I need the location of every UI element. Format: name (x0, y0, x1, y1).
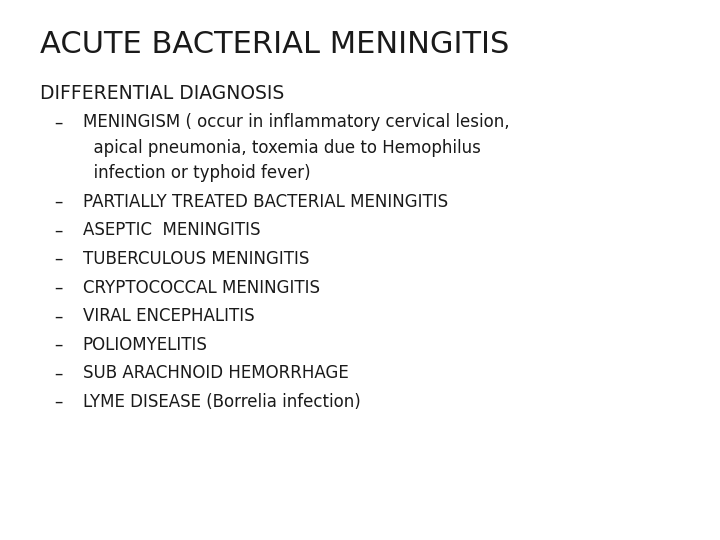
Text: CRYPTOCOCCAL MENINGITIS: CRYPTOCOCCAL MENINGITIS (83, 279, 320, 296)
Text: infection or typhoid fever): infection or typhoid fever) (83, 164, 310, 182)
Text: –: – (54, 307, 63, 325)
Text: ACUTE BACTERIAL MENINGITIS: ACUTE BACTERIAL MENINGITIS (40, 30, 509, 59)
Text: –: – (54, 250, 63, 268)
Text: –: – (54, 113, 63, 131)
Text: –: – (54, 193, 63, 211)
Text: DIFFERENTIAL DIAGNOSIS: DIFFERENTIAL DIAGNOSIS (40, 84, 284, 103)
Text: MENINGISM ( occur in inflammatory cervical lesion,: MENINGISM ( occur in inflammatory cervic… (83, 113, 510, 131)
Text: –: – (54, 221, 63, 239)
Text: TUBERCULOUS MENINGITIS: TUBERCULOUS MENINGITIS (83, 250, 309, 268)
Text: –: – (54, 393, 63, 411)
Text: apical pneumonia, toxemia due to Hemophilus: apical pneumonia, toxemia due to Hemophi… (83, 139, 481, 157)
Text: POLIOMYELITIS: POLIOMYELITIS (83, 336, 207, 354)
Text: –: – (54, 364, 63, 382)
Text: –: – (54, 279, 63, 296)
Text: –: – (54, 336, 63, 354)
Text: LYME DISEASE (Borrelia infection): LYME DISEASE (Borrelia infection) (83, 393, 361, 411)
Text: PARTIALLY TREATED BACTERIAL MENINGITIS: PARTIALLY TREATED BACTERIAL MENINGITIS (83, 193, 448, 211)
Text: VIRAL ENCEPHALITIS: VIRAL ENCEPHALITIS (83, 307, 254, 325)
Text: ASEPTIC  MENINGITIS: ASEPTIC MENINGITIS (83, 221, 261, 239)
Text: SUB ARACHNOID HEMORRHAGE: SUB ARACHNOID HEMORRHAGE (83, 364, 348, 382)
